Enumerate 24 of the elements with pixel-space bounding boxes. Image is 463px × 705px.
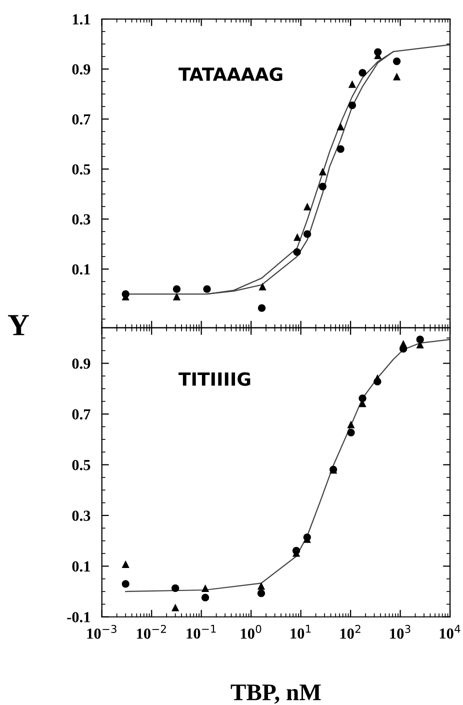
- x-tick-label: 10$^{−3}$: [87, 624, 116, 639]
- y-axis-title: Y: [8, 315, 29, 336]
- x-tick-label: 10$^{−2}$: [137, 624, 166, 639]
- x-tick-label: 10$^{4}$: [440, 624, 460, 639]
- y-tick-label: 0.7: [72, 409, 90, 420]
- x-tick-label: 10$^{1}$: [290, 624, 311, 639]
- x-tick-label: 10$^{2}$: [340, 624, 360, 639]
- x-axis-title: TBP, nM: [230, 684, 321, 704]
- annotation: TATAAAAG: [178, 67, 282, 82]
- y-tick-label: 1.1: [72, 14, 90, 25]
- y-tick-label: 0.1: [72, 561, 90, 572]
- x-tick-label: 10$^{−1}$: [186, 624, 216, 639]
- y-tick-label: 0.7: [72, 114, 90, 125]
- y-tick-label: 0.1: [72, 264, 90, 275]
- y-tick-label: 0.5: [72, 164, 90, 175]
- y-tick-label: 0.9: [72, 64, 90, 75]
- y-tick-label: -0.1: [67, 612, 90, 622]
- y-tick-label: 0.3: [72, 510, 90, 521]
- x-tick-label: 10$^{0}$: [240, 624, 262, 639]
- y-tick-label: 0.5: [72, 460, 90, 470]
- y-tick-label: 0.9: [72, 358, 90, 369]
- y-tick-label: 0.3: [72, 214, 90, 225]
- annotation: TITIIIIG: [178, 372, 250, 386]
- x-tick-label: 10$^{3}$: [390, 624, 410, 639]
